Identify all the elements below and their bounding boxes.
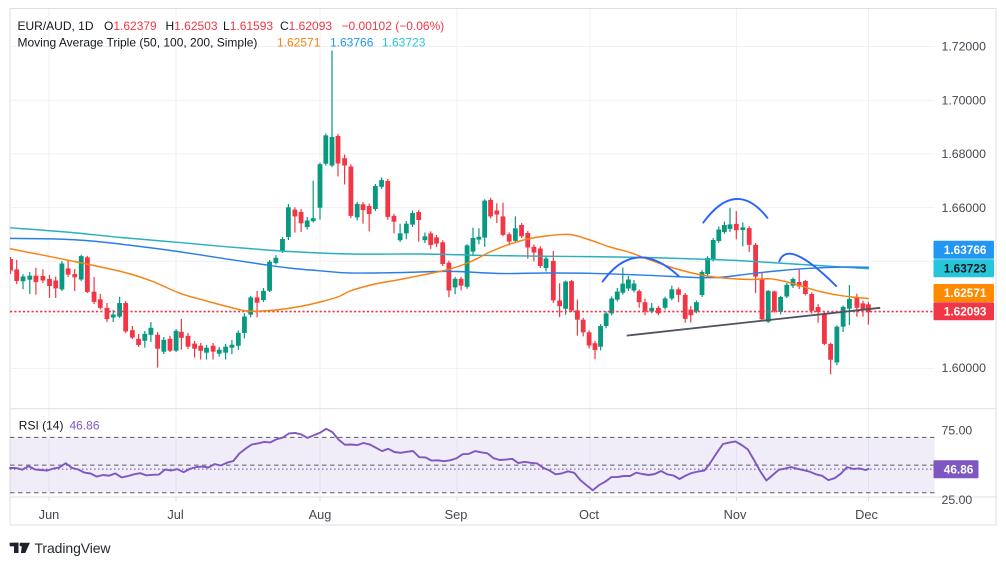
svg-text:TradingView: TradingView bbox=[35, 540, 112, 556]
svg-text:C1.62093: C1.62093 bbox=[280, 19, 332, 33]
svg-text:75.00: 75.00 bbox=[942, 424, 973, 438]
svg-text:25.00: 25.00 bbox=[942, 493, 973, 507]
svg-text:Aug: Aug bbox=[309, 507, 332, 522]
svg-text:Oct: Oct bbox=[579, 507, 599, 522]
svg-text:1.63766: 1.63766 bbox=[330, 36, 374, 50]
svg-text:H1.62503: H1.62503 bbox=[166, 19, 218, 33]
svg-text:L1.61593: L1.61593 bbox=[223, 19, 273, 33]
svg-text:Sep: Sep bbox=[445, 507, 468, 522]
svg-text:1.66000: 1.66000 bbox=[942, 201, 987, 215]
svg-text:1.62571: 1.62571 bbox=[944, 286, 987, 300]
svg-text:Dec: Dec bbox=[855, 507, 878, 522]
svg-text:1.63723: 1.63723 bbox=[382, 36, 426, 50]
svg-text:1.72000: 1.72000 bbox=[942, 40, 987, 54]
svg-text:1.63766: 1.63766 bbox=[944, 243, 987, 257]
svg-text:RSI (14): RSI (14) bbox=[19, 419, 64, 433]
svg-text:Moving Average Triple (50, 100: Moving Average Triple (50, 100, 200, Sim… bbox=[18, 36, 258, 50]
svg-text:EUR/AUD, 1D: EUR/AUD, 1D bbox=[18, 19, 94, 33]
svg-text:O1.62379: O1.62379 bbox=[104, 19, 157, 33]
svg-text:46.86: 46.86 bbox=[70, 419, 100, 433]
svg-text:−0.00102 (−0.06%): −0.00102 (−0.06%) bbox=[342, 19, 445, 33]
svg-text:Jun: Jun bbox=[39, 507, 60, 522]
svg-text:1.70000: 1.70000 bbox=[942, 93, 987, 107]
svg-text:1.62093: 1.62093 bbox=[944, 305, 987, 319]
svg-text:1.60000: 1.60000 bbox=[942, 361, 987, 375]
svg-text:1.63723: 1.63723 bbox=[944, 262, 987, 276]
svg-text:Jul: Jul bbox=[167, 507, 183, 522]
svg-text:Nov: Nov bbox=[724, 507, 747, 522]
svg-text:46.86: 46.86 bbox=[944, 462, 974, 476]
svg-text:1.68000: 1.68000 bbox=[942, 147, 987, 161]
svg-text:1.62571: 1.62571 bbox=[277, 36, 321, 50]
